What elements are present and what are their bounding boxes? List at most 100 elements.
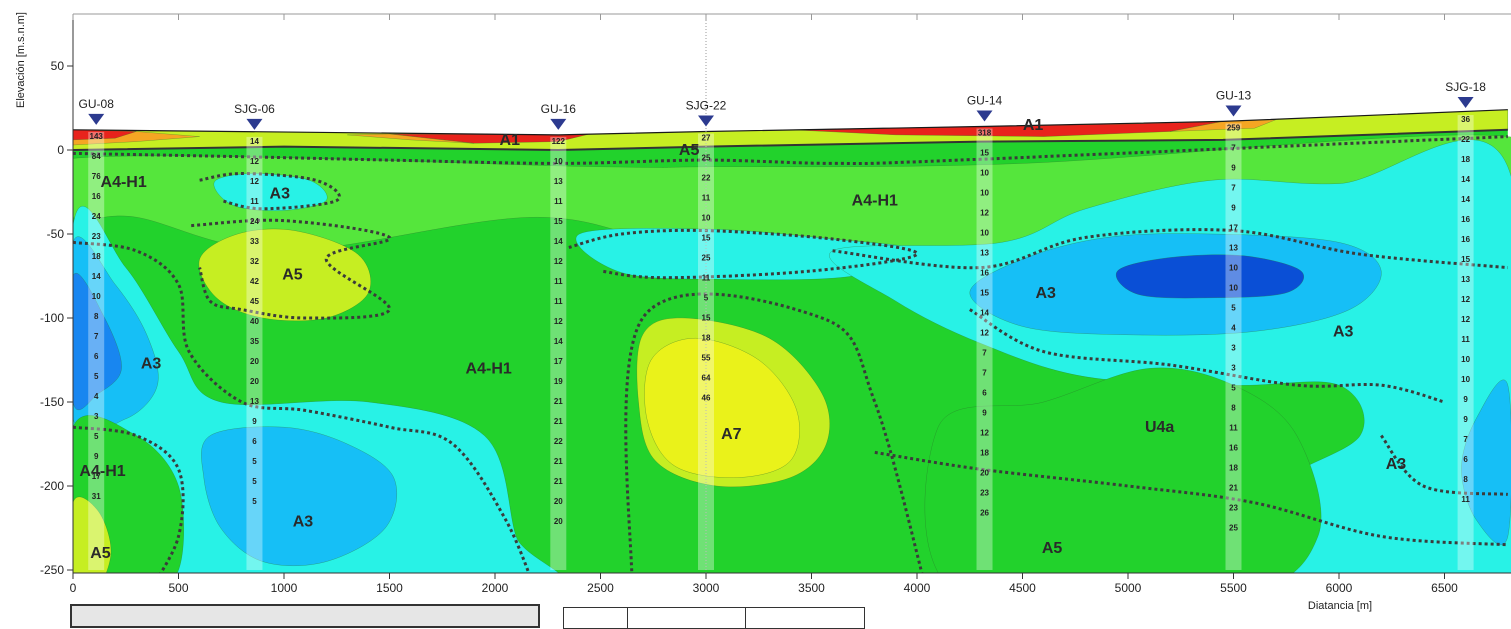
nspt-value: 23: [980, 488, 989, 497]
nspt-value: 25: [702, 154, 711, 163]
nspt-value: 7: [982, 368, 987, 377]
borehole-name: SJG-06: [234, 102, 275, 116]
nspt-value: 10: [92, 292, 101, 301]
nspt-value: 6: [982, 388, 987, 397]
nspt-value: 16: [92, 192, 101, 201]
nspt-value: 84: [92, 152, 101, 161]
legend-cell: [563, 607, 629, 629]
green-right-lower: [924, 367, 1322, 573]
nspt-value: 9: [1231, 163, 1236, 172]
unit-boundary-line: [624, 292, 924, 573]
nspt-value: 9: [1463, 395, 1468, 404]
unit-label-layer: A1 A1 A5 A4-H1 A3 A4-H1 A5 A3 A3 A3 A4-H1 A7 U4a A3 A4…: [79, 117, 1406, 562]
x-axis-title: Diatancia [m]: [1308, 600, 1372, 612]
nspt-value: 13: [1229, 243, 1238, 252]
nspt-value: 10: [980, 188, 989, 197]
nspt-value: 40: [250, 317, 259, 326]
nspt-value: 6: [252, 437, 257, 446]
x-tick-label: 4000: [904, 581, 931, 595]
unit-label: A4-H1: [852, 192, 898, 209]
unit-label: A3: [141, 355, 162, 372]
unit-label: A5: [90, 545, 111, 562]
nspt-value: 16: [1229, 443, 1238, 452]
nspt-value: 23: [92, 232, 101, 241]
nspt-value: 14: [980, 308, 989, 317]
unit-label: A3: [1386, 456, 1407, 473]
nspt-value: 16: [1461, 235, 1470, 244]
nspt-value: 318: [978, 128, 992, 137]
nspt-value: 12: [250, 177, 259, 186]
nspt-value: 9: [1463, 415, 1468, 424]
unit-boundary-line: [568, 228, 919, 280]
nspt-value: 11: [554, 297, 563, 306]
nspt-value: 11: [1229, 423, 1238, 432]
unit-label: A1: [500, 132, 521, 149]
nspt-value: 11: [554, 197, 563, 206]
nspt-value: 8: [94, 312, 99, 321]
y-tick-label: 0: [57, 143, 64, 157]
nspt-value: 9: [252, 417, 257, 426]
nspt-value: 12: [554, 257, 563, 266]
nspt-value: 10: [554, 157, 563, 166]
nspt-value: 32: [250, 257, 259, 266]
unit-boundary-line: [73, 240, 531, 573]
unit-label: A3: [1035, 285, 1056, 302]
nspt-value: 22: [554, 437, 563, 446]
nspt-value: 11: [250, 197, 259, 206]
x-tick-label: 3000: [693, 581, 720, 595]
nspt-value: 25: [1229, 523, 1238, 532]
nspt-value: 15: [1461, 255, 1470, 264]
legend-cell: [627, 607, 747, 629]
nspt-value: 23: [1229, 503, 1238, 512]
borehole-column: [1225, 123, 1242, 570]
nspt-value: 18: [702, 334, 711, 343]
nspt-value: 122: [552, 137, 566, 146]
nspt-value: 10: [1229, 283, 1238, 292]
unit-boundary-line: [1380, 434, 1508, 496]
nspt-value: 15: [980, 148, 989, 157]
nspt-value: 10: [702, 214, 711, 223]
borehole-column: [1457, 115, 1474, 570]
borehole-marker-icon: [976, 110, 993, 122]
nspt-value: 8: [1231, 403, 1236, 412]
borehole-column: [246, 136, 263, 570]
nspt-value: 12: [1461, 315, 1470, 324]
unit-boundary-line: [191, 218, 392, 320]
nspt-value: 64: [702, 374, 711, 383]
nspt-value: 15: [702, 314, 711, 323]
borehole-marker-layer: GU-08 SJG-06 GU-16 SJG-22 GU-14 GU-13 SJG-18: [79, 80, 1486, 130]
nspt-value: 42: [250, 277, 259, 286]
nspt-value: 7: [1231, 143, 1236, 152]
unit-label: A5: [679, 142, 700, 159]
borehole-layer: 1438476162423181410876543591731141212112…: [88, 115, 1474, 571]
nspt-value: 12: [1461, 295, 1470, 304]
nspt-value: 5: [252, 457, 257, 466]
x-tick-label: 6500: [1431, 581, 1458, 595]
nspt-value: 259: [1227, 123, 1241, 132]
nspt-value: 7: [94, 332, 99, 341]
x-tick-label: 2000: [482, 581, 509, 595]
nspt-value: 14: [92, 272, 101, 281]
y-tick-label: -200: [40, 479, 64, 493]
nspt-value: 76: [92, 172, 101, 181]
nspt-value: 12: [554, 317, 563, 326]
borehole-name: GU-08: [79, 97, 115, 111]
unit-boundary-line: [969, 308, 1445, 404]
nspt-value: 15: [980, 288, 989, 297]
nspt-value: 17: [554, 357, 563, 366]
nspt-value: 24: [250, 217, 259, 226]
nspt-value: 16: [980, 268, 989, 277]
nspt-value: 26: [980, 508, 989, 517]
nspt-value: 10: [980, 168, 989, 177]
nspt-value: 36: [1461, 115, 1470, 124]
nspt-value: 21: [1229, 483, 1238, 492]
x-tick-label: 0: [70, 581, 77, 595]
borehole-column: [550, 136, 567, 570]
orange-lens-a1: [347, 133, 474, 144]
borehole-column: [976, 128, 993, 571]
x-tick-label: 1000: [271, 581, 298, 595]
nspt-value: 12: [250, 157, 259, 166]
nspt-value: 13: [1461, 275, 1470, 284]
nspt-value: 5: [252, 497, 257, 506]
